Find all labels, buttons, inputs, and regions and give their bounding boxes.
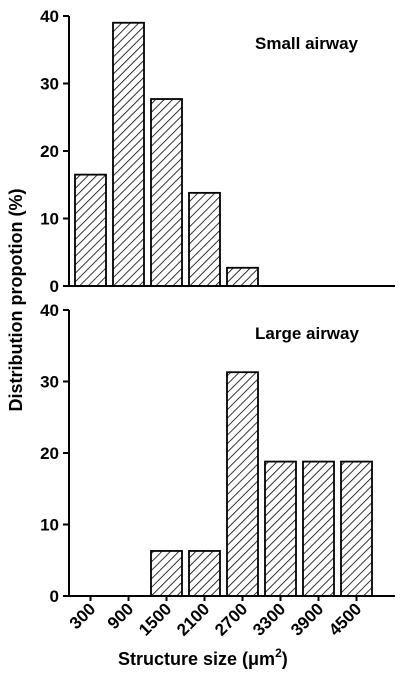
x-tick-label: 2700 <box>211 599 251 639</box>
y-tick-label: 40 <box>40 7 59 26</box>
x-axis-title-unit: μm <box>248 649 275 669</box>
y-tick-label: 10 <box>40 516 59 535</box>
bar-3900 <box>302 460 335 597</box>
x-tick-label: 3900 <box>287 599 327 639</box>
y-tick-label: 10 <box>40 210 59 229</box>
bar-1500 <box>150 550 183 597</box>
x-tick-label: 4500 <box>325 599 365 639</box>
x-tick-label: 1500 <box>135 599 175 639</box>
x-tick-label: 300 <box>66 599 99 632</box>
bar-3300 <box>264 460 297 597</box>
x-axis-title-close: ) <box>282 649 288 669</box>
small-airway-panel-title: Small airway <box>255 34 359 53</box>
large-airway-panel: 0 10 20 30 40 300 900150021002700330039004500… <box>40 301 395 640</box>
y-tick-label: 30 <box>40 373 59 392</box>
x-tick-label: 3300 <box>249 599 289 639</box>
y-tick-label: 40 <box>40 301 59 320</box>
x-axis-title-sup: 2 <box>275 646 282 660</box>
y-tick-label: 0 <box>50 587 59 606</box>
bar-2100 <box>188 550 221 597</box>
x-axis-title: Structure size (μm2) <box>118 646 288 669</box>
y-tick-label: 20 <box>40 142 59 161</box>
y-tick-label: 20 <box>40 444 59 463</box>
small-airway-y-ticks: 0 10 20 30 40 <box>40 7 69 296</box>
small-airway-bars <box>74 21 259 287</box>
bar-2700 <box>226 266 259 287</box>
x-tick-label: 900 <box>104 599 137 632</box>
small-airway-panel: 0 10 20 30 40 Small airway <box>40 7 395 296</box>
x-tick-label: 2100 <box>173 599 213 639</box>
bar-4500 <box>340 460 373 597</box>
y-tick-label: 30 <box>40 75 59 94</box>
large-airway-bars <box>150 371 373 597</box>
y-axis-title: Distribution propotion (%) <box>6 189 26 412</box>
x-axis-title-main: Structure size ( <box>118 649 248 669</box>
y-tick-label: 0 <box>50 277 59 296</box>
bar-900 <box>112 21 145 287</box>
large-airway-y-ticks: 0 10 20 30 40 <box>40 301 69 606</box>
bar-300 <box>74 173 107 287</box>
bar-2700 <box>226 371 259 597</box>
large-airway-panel-title: Large airway <box>255 324 359 343</box>
bar-2100 <box>188 191 221 287</box>
bar-1500 <box>150 98 183 287</box>
